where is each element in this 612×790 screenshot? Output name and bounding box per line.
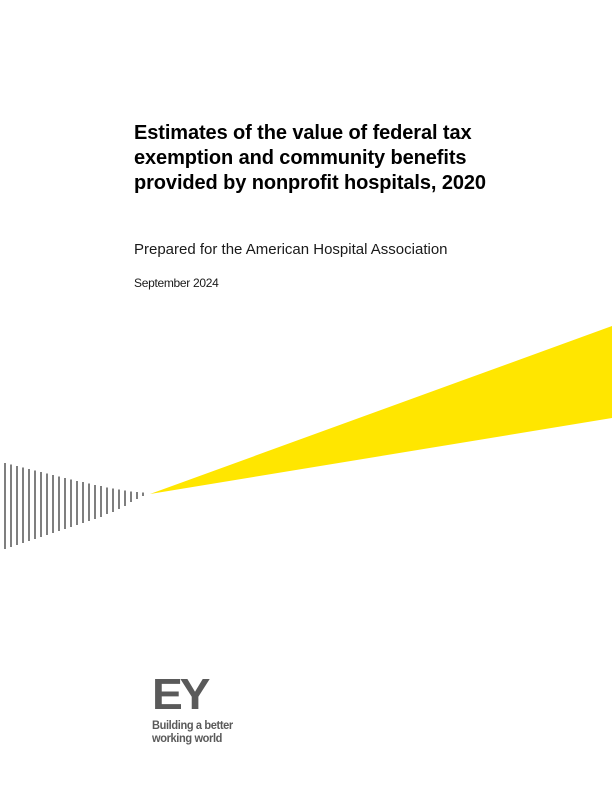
publication-date: September 2024 bbox=[134, 276, 219, 290]
prepared-for: Prepared for the American Hospital Assoc… bbox=[134, 241, 448, 258]
ey-wordmark: EY bbox=[152, 670, 210, 719]
ey-logo: EY Building a better working world bbox=[152, 673, 252, 745]
gray-stripes bbox=[4, 463, 144, 549]
ey-tagline: Building a better working world bbox=[152, 719, 244, 745]
tagline-line-1: Building a better bbox=[152, 718, 233, 732]
document-title: Estimates of the value of federal tax ex… bbox=[134, 122, 486, 194]
yellow-beam-shape bbox=[150, 326, 612, 494]
tagline-line-2: working world bbox=[152, 731, 223, 745]
